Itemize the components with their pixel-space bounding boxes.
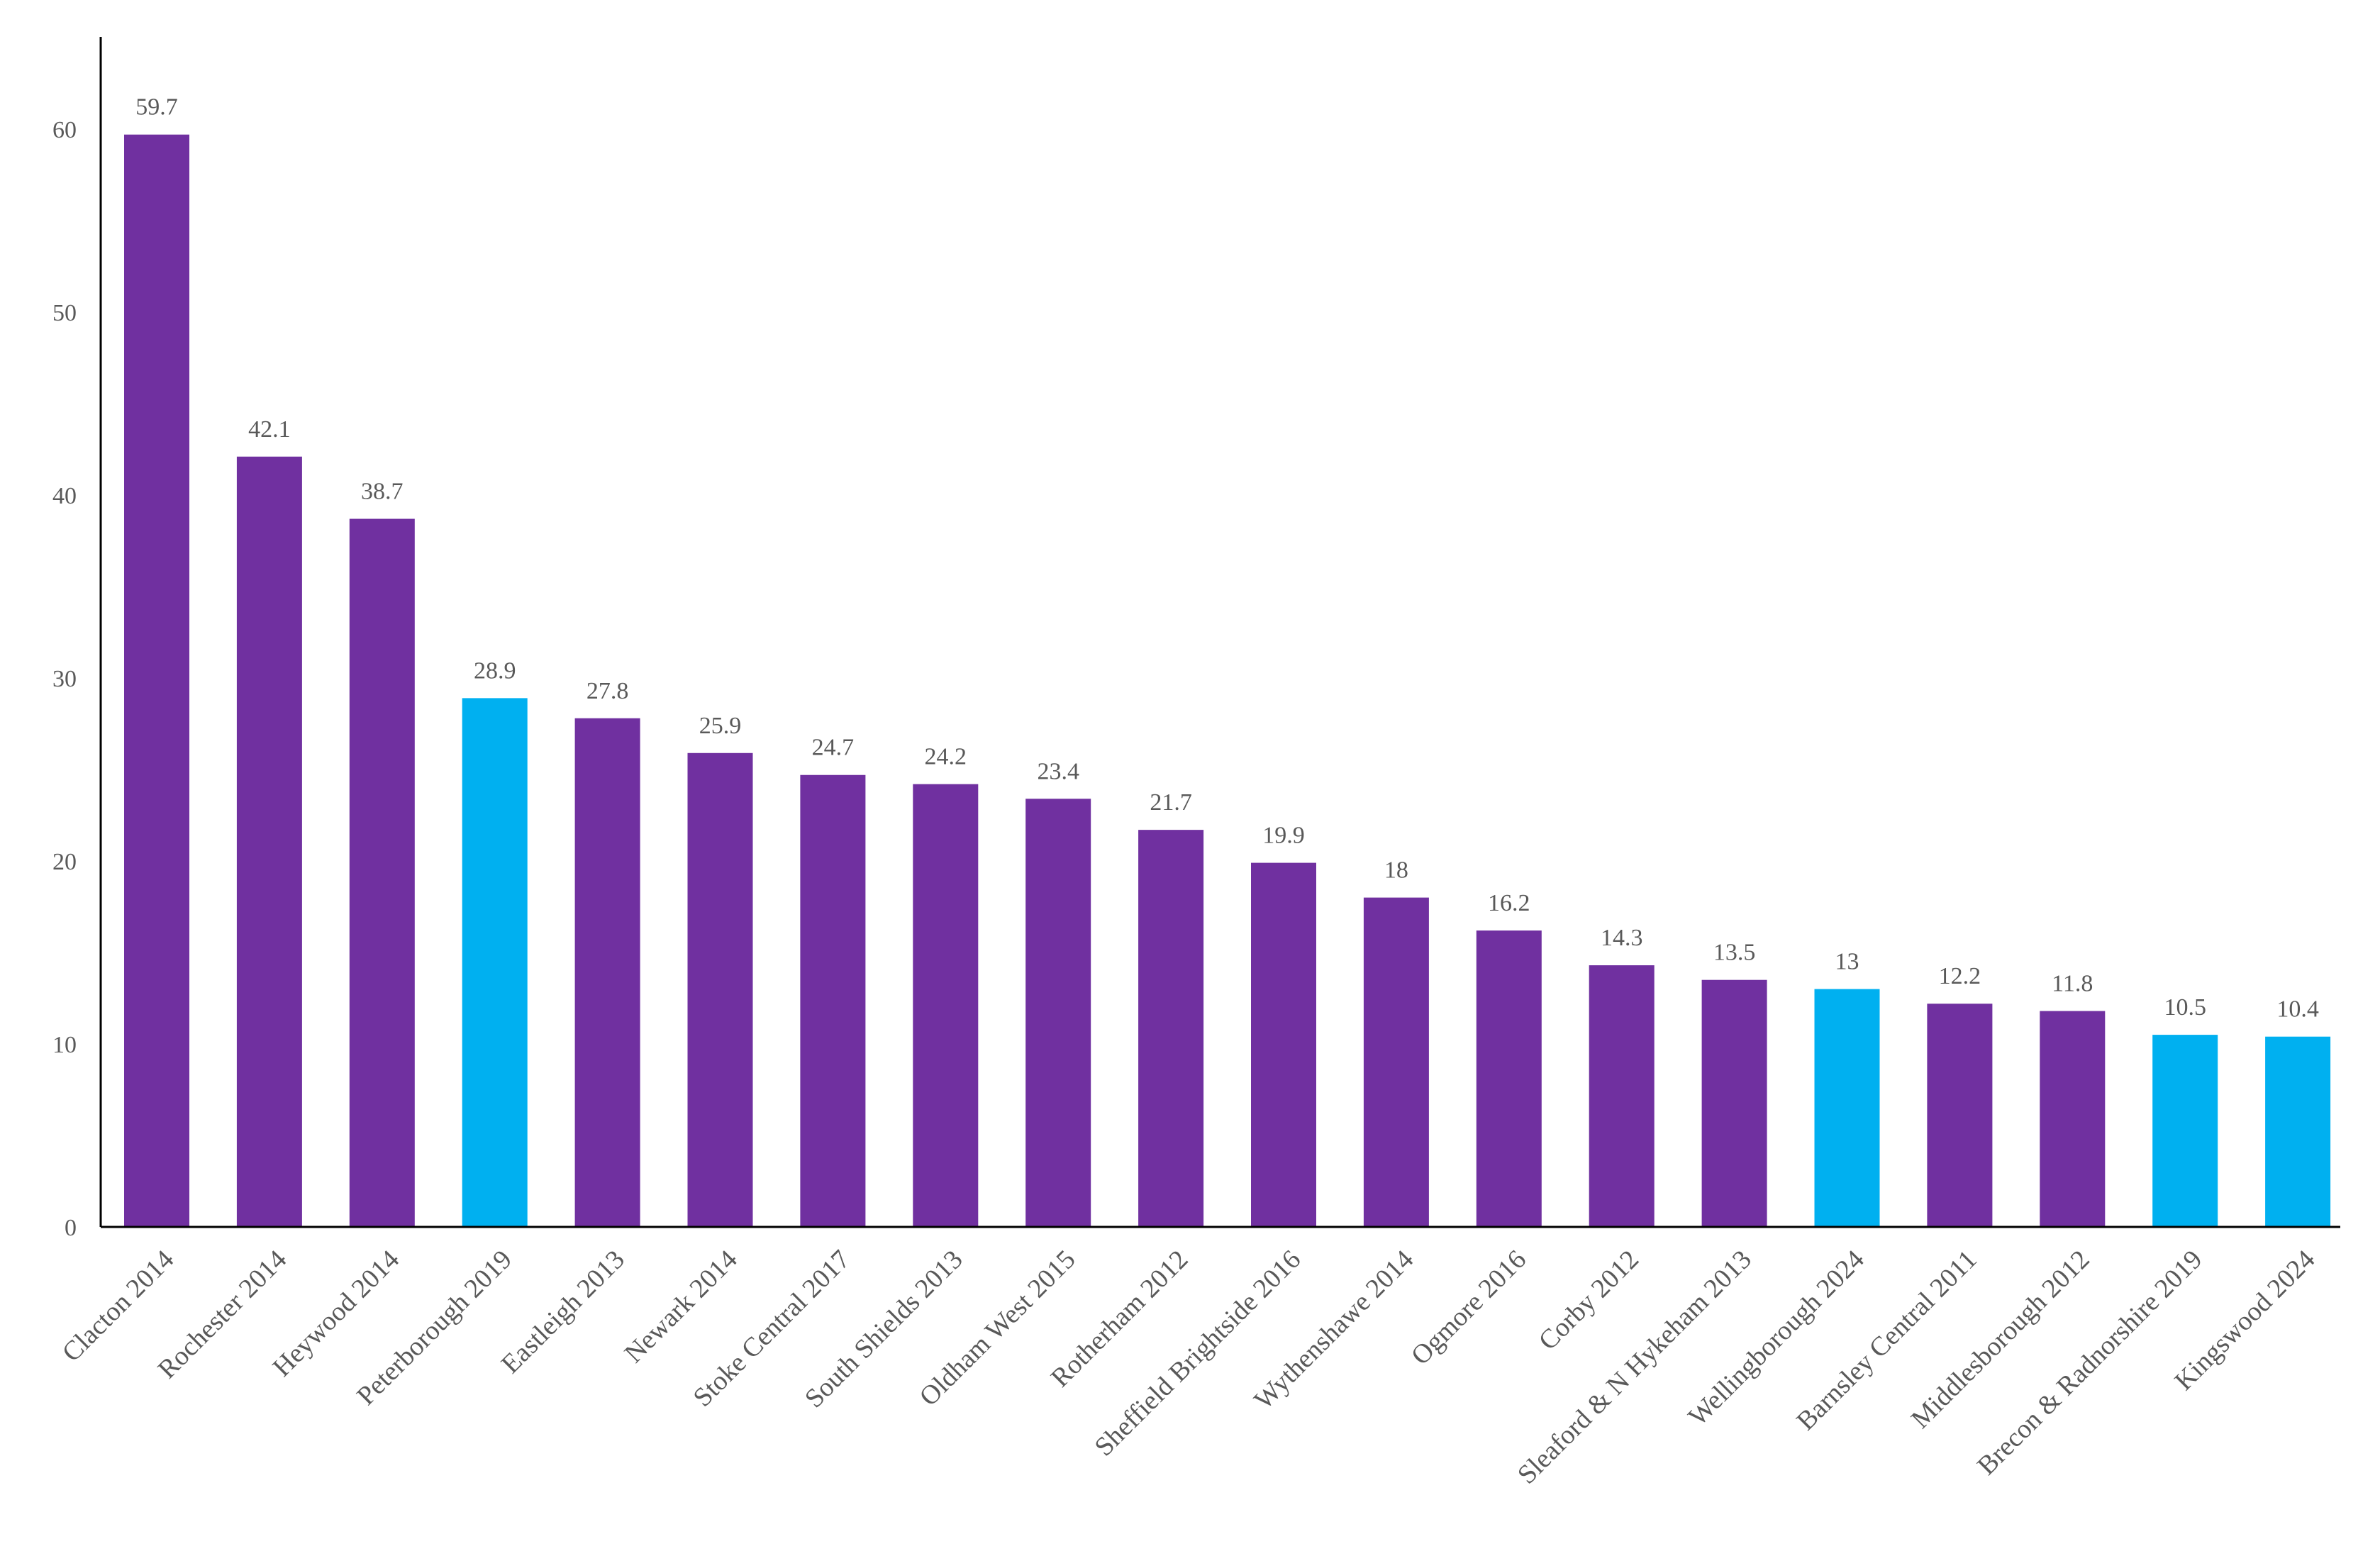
bar xyxy=(1251,862,1316,1227)
bar xyxy=(236,456,302,1227)
y-tick-label: 20 xyxy=(52,849,77,875)
bar xyxy=(1589,965,1655,1227)
bar xyxy=(1138,830,1204,1227)
bar-value-label: 27.8 xyxy=(586,678,629,704)
bar xyxy=(574,718,640,1227)
bar-value-label: 24.7 xyxy=(812,735,855,761)
bar xyxy=(2265,1036,2331,1227)
y-tick-label: 10 xyxy=(52,1032,77,1058)
category-label: Sheffield Brightside 2016 xyxy=(1089,1245,1307,1462)
bar xyxy=(2040,1011,2106,1227)
bar-value-label: 18 xyxy=(1384,857,1408,884)
bar-value-label: 59.7 xyxy=(135,94,178,121)
bar xyxy=(1025,799,1091,1227)
bar xyxy=(1814,989,1880,1227)
bar-value-label: 12.2 xyxy=(1939,963,1981,989)
bar xyxy=(687,752,753,1227)
bar xyxy=(349,518,415,1227)
bar xyxy=(1363,897,1429,1227)
bar-value-label: 16.2 xyxy=(1488,890,1530,916)
bar-value-label: 25.9 xyxy=(699,713,742,739)
bar-value-label: 38.7 xyxy=(361,479,404,505)
bar xyxy=(1927,1004,1993,1227)
bar xyxy=(913,784,979,1227)
category-label: Brecon & Radnorshire 2019 xyxy=(1972,1245,2208,1481)
bar-value-label: 10.4 xyxy=(2276,996,2319,1023)
bar-value-label: 19.9 xyxy=(1262,823,1305,849)
category-label: Corby 2012 xyxy=(1533,1245,1645,1356)
bar xyxy=(1476,930,1542,1227)
bar-value-labels: 59.7 42.1 38.7 28.9 27.8 25.9 24.7 24.2 23.4 21.7… xyxy=(135,94,2319,1023)
bar xyxy=(2152,1035,2218,1227)
bar-value-label: 28.9 xyxy=(474,657,516,684)
category-label: Sleaford & N Hykeham 2013 xyxy=(1512,1245,1757,1490)
bar-value-label: 11.8 xyxy=(2052,971,2093,997)
bar xyxy=(1701,979,1767,1227)
y-tick-label: 30 xyxy=(52,666,77,692)
category-label: Clacton 2014 xyxy=(57,1245,180,1368)
category-label: Ogmore 2016 xyxy=(1406,1245,1532,1371)
bar-value-label: 13 xyxy=(1835,949,1859,975)
bar-value-label: 23.4 xyxy=(1037,758,1079,784)
bar-value-label: 13.5 xyxy=(1713,940,1756,966)
bar xyxy=(462,698,528,1227)
y-axis-ticks: 0 10 20 30 40 50 60 xyxy=(52,117,77,1241)
y-tick-label: 50 xyxy=(52,300,77,326)
y-tick-label: 60 xyxy=(52,117,77,143)
bar xyxy=(124,134,189,1228)
bars xyxy=(124,134,2331,1228)
y-tick-label: 0 xyxy=(65,1215,77,1241)
y-tick-label: 40 xyxy=(52,483,77,509)
bar-value-label: 10.5 xyxy=(2164,994,2206,1021)
bar-value-label: 24.2 xyxy=(925,744,967,770)
bar xyxy=(800,774,866,1227)
category-label: Newark 2014 xyxy=(619,1245,743,1369)
bar-value-label: 21.7 xyxy=(1150,789,1192,816)
bar-value-label: 14.3 xyxy=(1601,925,1643,951)
bar-value-label: 42.1 xyxy=(248,416,291,443)
